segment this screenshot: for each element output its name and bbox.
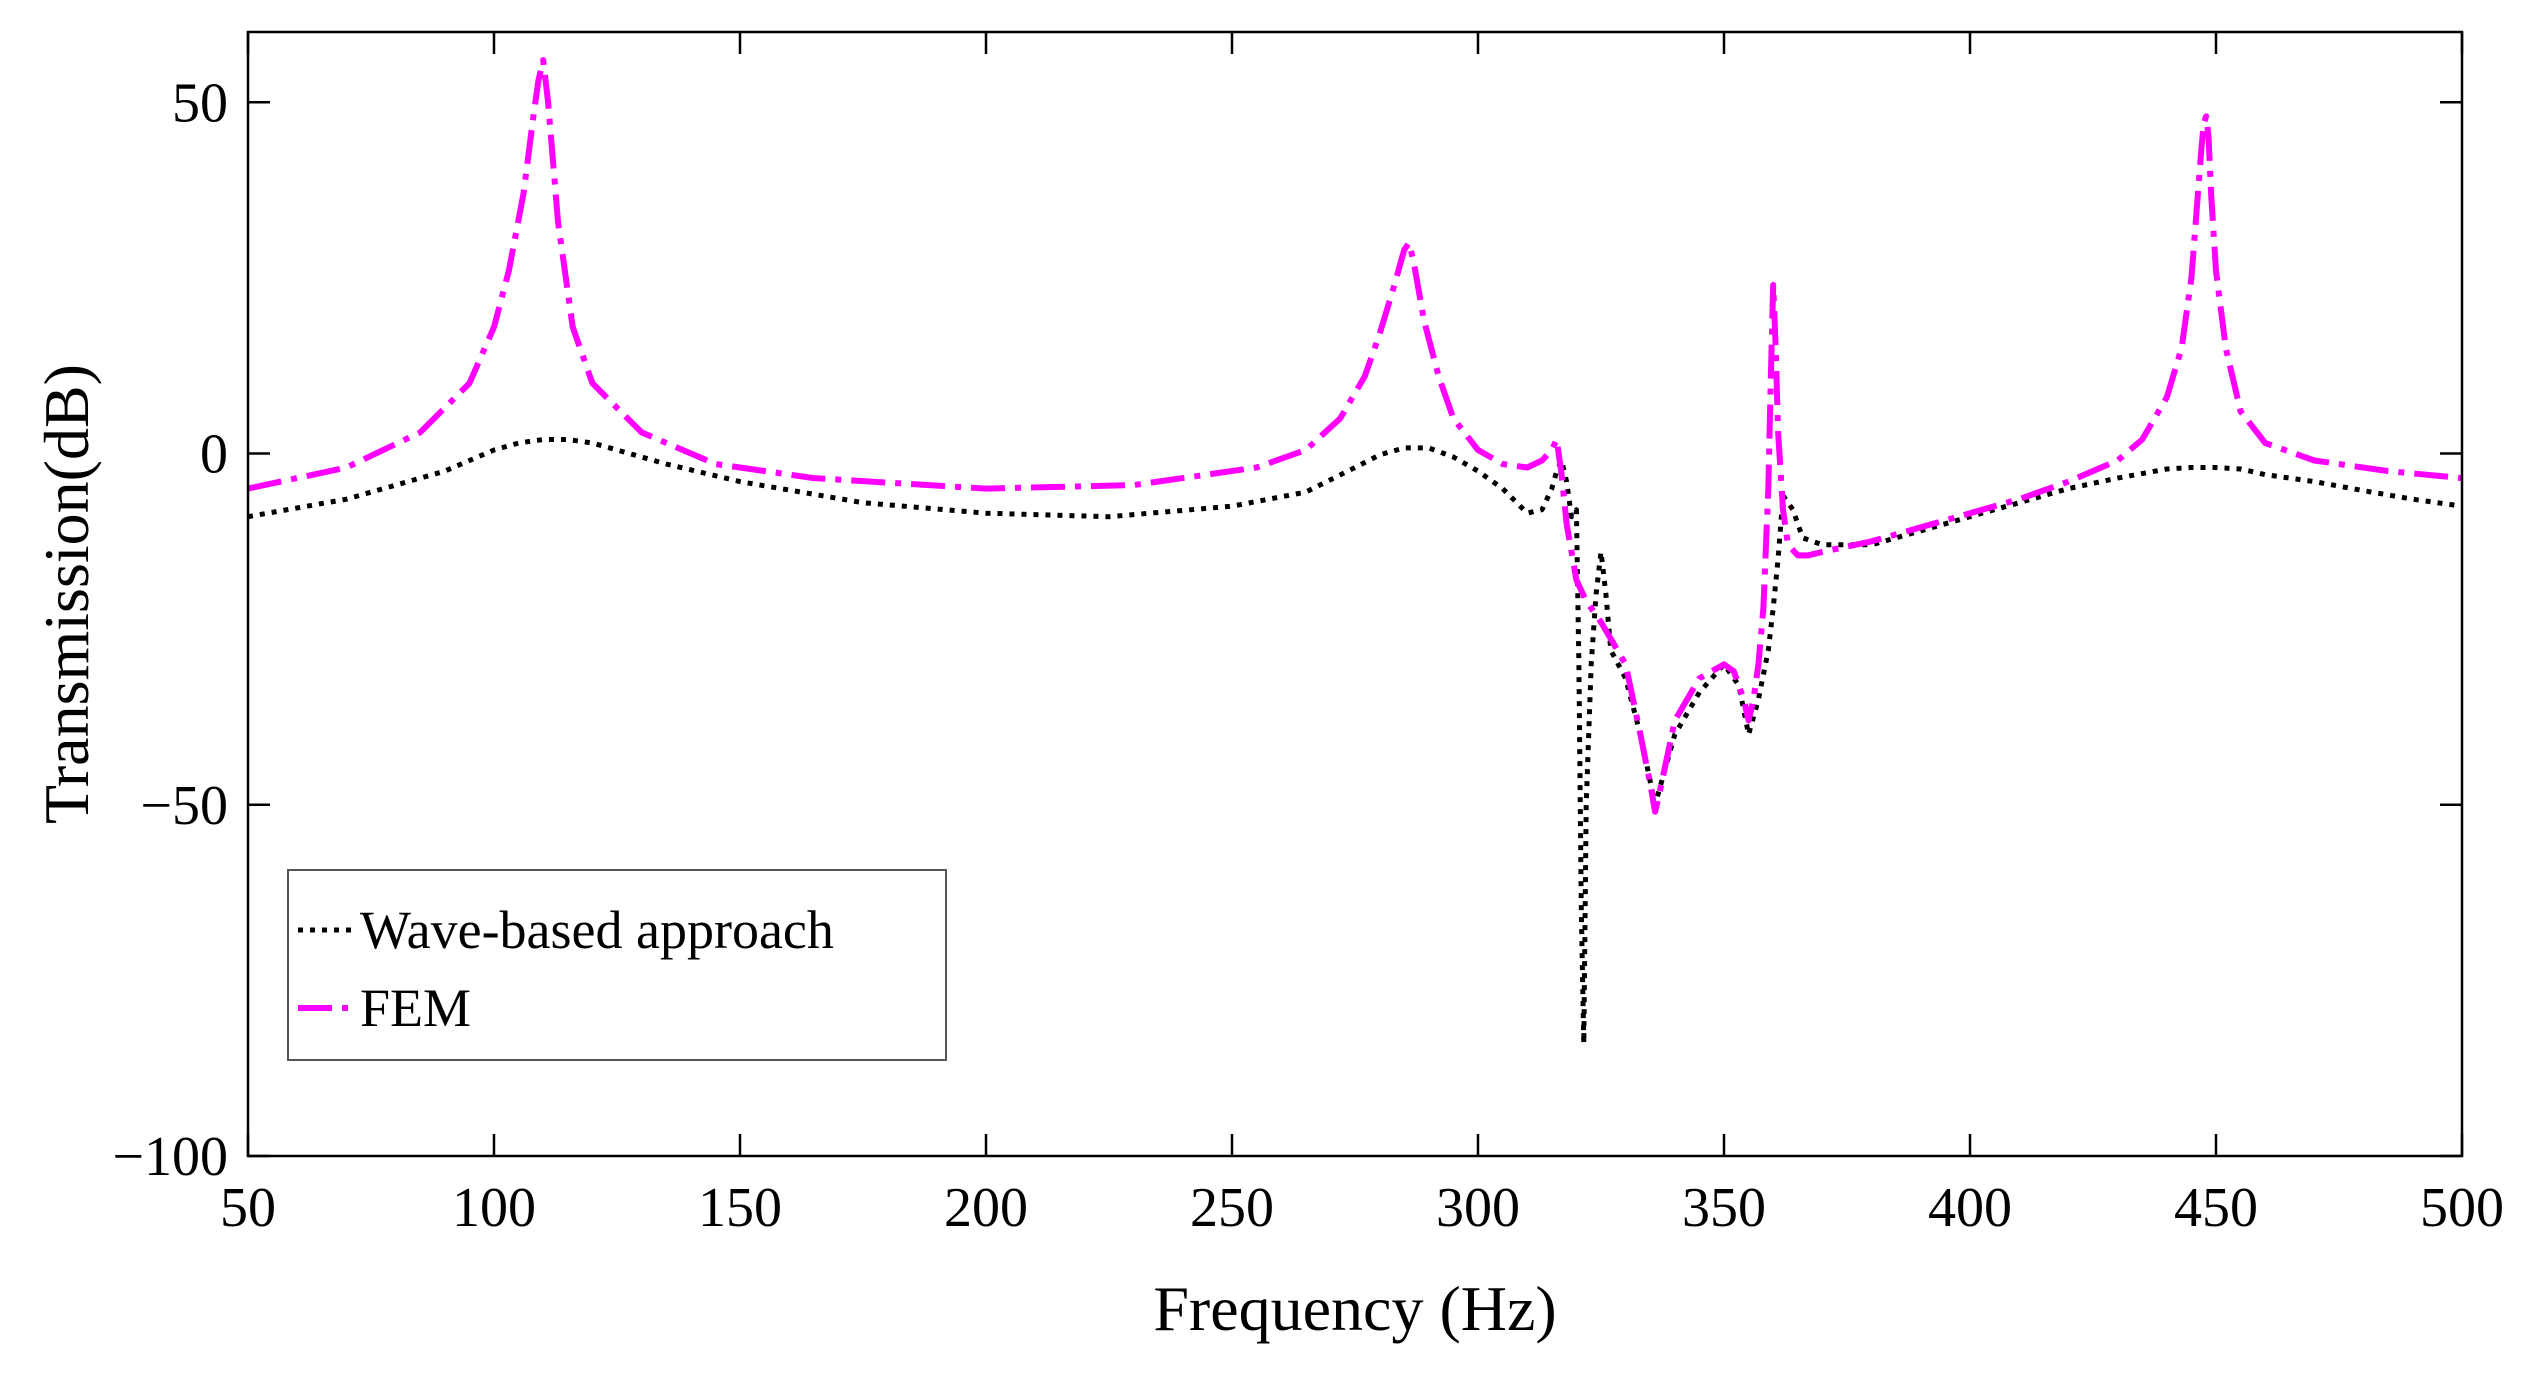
series-group (248, 57, 2462, 1047)
y-axis-label: Transmission(dB) (31, 364, 102, 824)
x-axis-label: Frequency (Hz) (1153, 1273, 1556, 1344)
legend-box (287, 869, 947, 1061)
plot-frame (246, 30, 2464, 1158)
x-tick-label: 300 (1436, 1177, 1520, 1239)
y-tick-label: 0 (200, 424, 228, 486)
legend-label: Wave-based approach (360, 900, 834, 960)
axes: 50 100 150 200 250 300 350 400 450 500 −100 −50 0 50 (112, 30, 2504, 1239)
x-tick-label: 400 (1928, 1177, 2012, 1239)
y-tick-label: −50 (140, 775, 228, 837)
x-tick-label: 200 (944, 1177, 1028, 1239)
plot-area (248, 57, 2462, 1047)
x-tick-label: 150 (698, 1177, 782, 1239)
y-tick-label: 50 (172, 72, 228, 134)
y-tick-label: −100 (112, 1126, 228, 1188)
legend-label: FEM (360, 978, 471, 1038)
x-tick-label: 500 (2420, 1177, 2504, 1239)
x-tick-label: 50 (220, 1177, 276, 1239)
x-tick-label: 350 (1682, 1177, 1766, 1239)
x-tick-label: 450 (2174, 1177, 2258, 1239)
series-line-wave-based (248, 437, 2462, 1047)
x-tick-label: 100 (452, 1177, 536, 1239)
series-line-fem (248, 57, 2462, 815)
x-tick-label: 250 (1190, 1177, 1274, 1239)
legend: Wave-based approach FEM (287, 869, 947, 1061)
